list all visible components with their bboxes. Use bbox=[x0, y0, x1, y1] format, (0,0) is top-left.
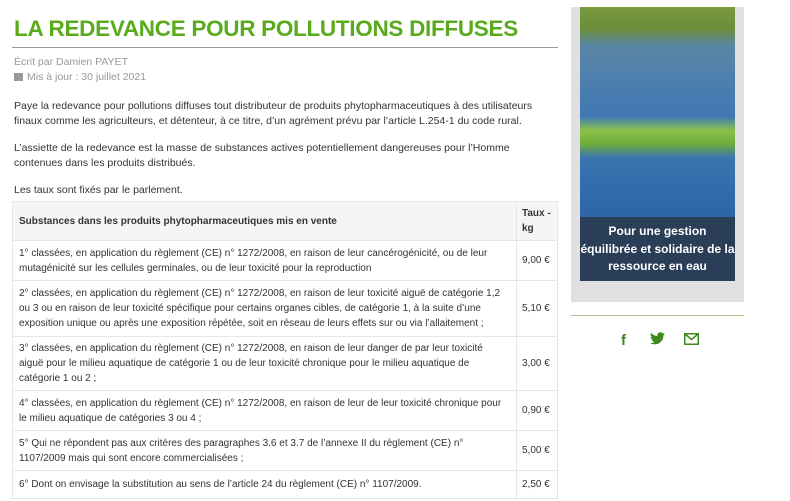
table-row: 3° classées, en application du règlement… bbox=[12, 336, 558, 391]
updated-date: Mis à jour : 30 juillet 2021 bbox=[14, 70, 558, 85]
article: LA REDEVANCE POUR POLLUTIONS DIFFUSES Éc… bbox=[12, 0, 558, 499]
cell-substance: 2° classées, en application du règlement… bbox=[12, 280, 517, 337]
table-row: 1° classées, en application du règlement… bbox=[12, 240, 558, 281]
banner-image[interactable]: Pour une gestion équilibrée et solidaire… bbox=[580, 7, 735, 281]
paragraph: Paye la redevance pour pollutions diffus… bbox=[14, 100, 533, 127]
cell-rate: 5,10 € bbox=[516, 280, 558, 337]
table-row: 6° Dont on envisage la substitution au s… bbox=[12, 470, 558, 499]
cell-rate: 9,00 € bbox=[516, 240, 558, 281]
page-title: LA REDEVANCE POUR POLLUTIONS DIFFUSES bbox=[12, 16, 558, 48]
updated-text: Mis à jour : 30 juillet 2021 bbox=[27, 71, 147, 83]
cell-rate: 3,00 € bbox=[516, 336, 558, 391]
calendar-icon bbox=[14, 73, 23, 81]
social-links: f bbox=[571, 332, 744, 349]
divider bbox=[571, 315, 744, 316]
cell-substance: 3° classées, en application du règlement… bbox=[12, 336, 517, 391]
cell-substance: 1° classées, en application du règlement… bbox=[12, 240, 517, 281]
table-row: 5° Qui ne répondent pas aux critères des… bbox=[12, 430, 558, 471]
sidebar: Pour une gestion équilibrée et solidaire… bbox=[571, 7, 744, 349]
cell-rate: 5,00 € bbox=[516, 430, 558, 471]
facebook-icon[interactable]: f bbox=[621, 332, 626, 349]
table-header: Substances dans les produits phytopharma… bbox=[12, 201, 558, 241]
twitter-icon[interactable] bbox=[650, 332, 666, 349]
cell-substance: 6° Dont on envisage la substitution au s… bbox=[12, 470, 517, 499]
cell-rate: 0,90 € bbox=[516, 390, 558, 431]
paragraph: L’assiette de la redevance est la masse … bbox=[14, 142, 510, 169]
table-row: 2° classées, en application du règlement… bbox=[12, 280, 558, 337]
banner-box: Pour une gestion équilibrée et solidaire… bbox=[571, 7, 744, 302]
table-row: 4° classées, en application du règlement… bbox=[12, 390, 558, 431]
article-meta: Écrit par Damien PAYET Mis à jour : 30 j… bbox=[12, 55, 558, 85]
cell-substance: 4° classées, en application du règlement… bbox=[12, 390, 517, 431]
author: Écrit par Damien PAYET bbox=[14, 56, 128, 68]
header-rate: Taux - kg bbox=[516, 201, 558, 241]
paragraph: Les taux sont fixés par le parlement. bbox=[14, 184, 183, 196]
rates-table: Substances dans les produits phytopharma… bbox=[12, 201, 558, 499]
cell-substance: 5° Qui ne répondent pas aux critères des… bbox=[12, 430, 517, 471]
banner-caption: Pour une gestion équilibrée et solidaire… bbox=[580, 217, 735, 281]
header-substances: Substances dans les produits phytopharma… bbox=[12, 201, 517, 241]
cell-rate: 2,50 € bbox=[516, 470, 558, 499]
mail-icon[interactable] bbox=[684, 332, 700, 349]
